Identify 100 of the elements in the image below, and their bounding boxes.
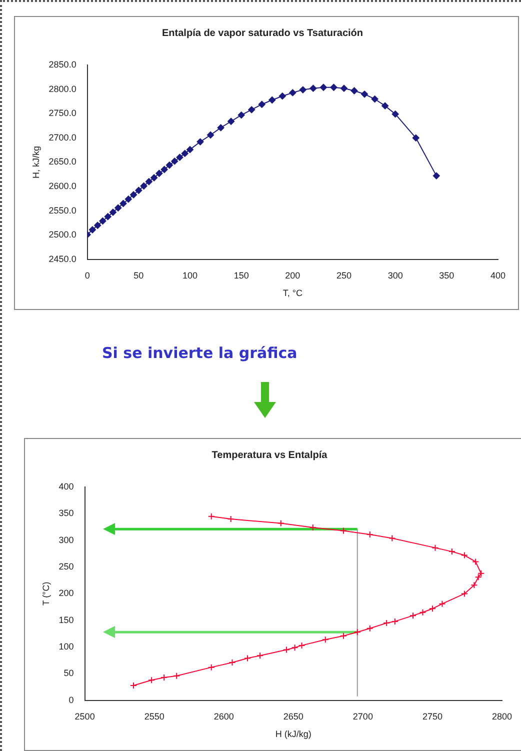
point [470,582,478,589]
point [388,534,396,542]
point [383,620,390,627]
point [340,84,348,92]
x-tick-label: 350 [439,270,454,280]
point [145,178,152,186]
y-tick-label: 50 [64,668,74,678]
point [298,642,306,649]
point [238,112,245,119]
chart-title: Temperatura vs Entalpía [212,450,328,461]
point [248,106,256,114]
point [140,182,148,190]
point [412,134,420,142]
point [366,624,374,632]
y-tick-label: 100 [58,642,74,652]
point [160,674,168,681]
y-tick-label: 2550.0 [48,205,76,216]
point [478,570,485,577]
point [366,530,374,538]
y-tick-label: 300 [58,534,74,545]
point [322,636,329,644]
y-tick-label: 2500.0 [48,230,76,240]
point [432,172,440,180]
point [114,204,122,212]
point [361,90,368,98]
point [432,544,439,552]
point [340,632,347,640]
y-tick-label: 350 [58,508,74,518]
x-tick-label: 150 [234,270,249,280]
point [94,222,102,229]
point [330,84,338,91]
point [228,659,236,666]
point [160,166,168,173]
x-tick-label: 50 [134,270,144,280]
point [186,146,194,154]
point [166,162,173,169]
point [428,605,436,612]
point [460,590,468,598]
y-tick-label: 250 [58,562,74,572]
point [150,174,158,182]
y-tick-label: 200 [58,588,74,598]
y-axis-title: H, kJ/kg [30,146,41,178]
point [320,84,327,91]
x-axis-title: H (kJ/kg) [275,729,312,740]
point [173,672,180,680]
point [291,644,298,652]
point [310,84,317,92]
point [88,226,96,234]
x-tick-label: 2550 [144,711,164,722]
point [135,186,142,194]
y-tick-label: 400 [58,481,74,492]
point [391,618,398,625]
x-tick-label: 300 [388,270,403,280]
x-tick-label: 2700 [352,711,373,722]
text: Si se invierte la gráfica [102,344,298,362]
point [258,100,266,108]
point [109,208,116,216]
y-tick-label: 2650.0 [48,156,76,167]
point [354,628,361,636]
point [371,96,378,103]
point [148,676,156,684]
point [277,520,284,527]
y-tick-label: 2800.0 [48,84,76,94]
point [392,110,399,118]
point [217,124,224,132]
point [278,92,286,100]
point [382,102,389,110]
point [244,654,252,662]
point [196,138,204,146]
point [181,150,188,157]
point [124,196,132,203]
point [474,574,482,581]
point [419,608,426,616]
point [410,612,416,620]
y-tick-label: 2600.0 [48,180,76,191]
point [282,646,290,654]
y-tick-label: 2750.0 [48,108,76,118]
y-tick-label: 2850.0 [48,59,76,70]
point [256,652,264,660]
point [472,558,480,566]
x-tick-label: 100 [182,270,198,280]
point [309,524,316,532]
point [171,158,178,165]
point [289,89,296,96]
point [156,170,163,177]
point [228,118,235,125]
point [208,664,215,671]
point [99,218,106,225]
x-tick-label: 0 [84,270,90,280]
point [448,548,456,556]
x-tick-label: 200 [285,270,300,280]
point [207,131,214,138]
y-axis-title: T (°C) [40,582,51,606]
point [268,96,276,104]
point [176,154,184,161]
chart-title: Entalpía de vapor saturado vs Tsaturación [162,28,363,39]
y-tick-label: 2450.0 [48,254,76,264]
x-tick-label: 2800 [492,711,512,722]
x-tick-label: 400 [490,270,506,280]
x-tick-label: 2600 [214,711,234,722]
